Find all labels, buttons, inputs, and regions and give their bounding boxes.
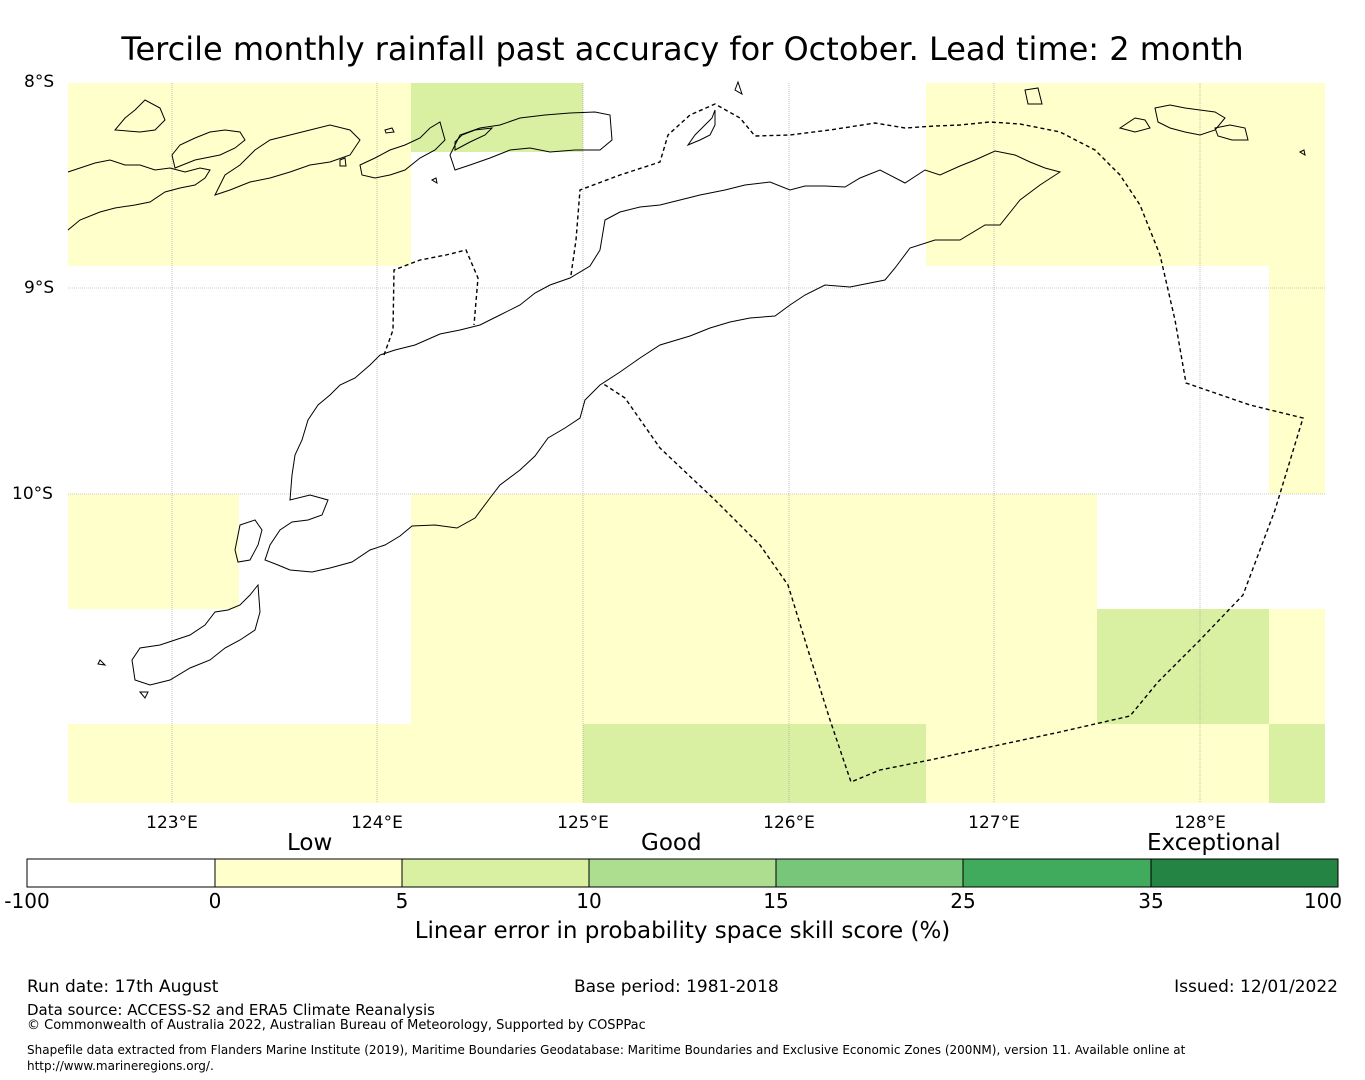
map-title: Tercile monthly rainfall past accuracy f…	[121, 30, 1244, 68]
grid-cell	[411, 494, 1097, 724]
colorbar-segment	[1151, 859, 1338, 887]
lat-label: 8°S	[24, 72, 55, 92]
colorbar-tick: 10	[576, 889, 602, 913]
colorbar-segment	[776, 859, 963, 887]
colorbar-tick: 0	[208, 889, 222, 913]
colorbar-tick: 25	[950, 889, 976, 913]
run-date: Run date: 17th August	[27, 977, 219, 997]
grid-cell	[68, 83, 411, 266]
colorbar-segment	[589, 859, 776, 887]
grid-cell	[926, 83, 1325, 266]
lon-label: 128°E	[1174, 813, 1226, 833]
colorbar-tick: 100	[1303, 889, 1343, 913]
base-period: Base period: 1981-2018	[574, 977, 779, 997]
colorbar-segment	[215, 859, 402, 887]
grid-cell	[68, 724, 583, 803]
grid-cell	[583, 724, 926, 803]
grid-cell	[1097, 609, 1269, 724]
grid-cell	[1269, 266, 1325, 494]
grid-cell	[1269, 609, 1325, 724]
lon-label: 124°E	[351, 813, 403, 833]
colorbar-category-good: Good	[641, 830, 702, 856]
colorbar-tick: 5	[395, 889, 409, 913]
lat-label: 10°S	[12, 484, 53, 504]
colorbar-label: Linear error in probability space skill …	[414, 918, 951, 944]
colorbar-segment	[27, 859, 215, 887]
graticule	[68, 83, 1325, 803]
colorbar	[26, 858, 1339, 888]
grid-cell	[411, 83, 583, 152]
colorbar-tick: -100	[4, 889, 50, 913]
colorbar-category-low: Low	[287, 830, 333, 856]
data-source: Data source: ACCESS-S2 and ERA5 Climate …	[27, 1001, 435, 1019]
colorbar-segment	[963, 859, 1151, 887]
grid-cell	[926, 724, 1269, 803]
shapefile-credit-line1: Shapefile data extracted from Flanders M…	[27, 1043, 1186, 1057]
lon-label: 127°E	[968, 813, 1020, 833]
lat-label: 9°S	[24, 278, 55, 298]
skill-grid	[68, 83, 1325, 803]
shapefile-credit: Shapefile data extracted from Flanders M…	[27, 1042, 1227, 1074]
lon-label: 123°E	[146, 813, 198, 833]
colorbar-category-exceptional: Exceptional	[1147, 830, 1281, 856]
coastlines	[67, 80, 1306, 699]
colorbar-tick: 15	[763, 889, 789, 913]
colorbar-tick: 35	[1138, 889, 1164, 913]
eez-boundaries	[383, 103, 1304, 783]
shapefile-credit-line2: http://www.marineregions.org/.	[27, 1059, 214, 1073]
grid-cell	[1269, 724, 1325, 803]
lon-label: 125°E	[557, 813, 609, 833]
grid-cell	[68, 494, 239, 609]
colorbar-segment	[402, 859, 589, 887]
copyright: © Commonwealth of Australia 2022, Austra…	[27, 1018, 646, 1033]
issued-date: Issued: 12/01/2022	[1174, 977, 1338, 997]
lon-label: 126°E	[763, 813, 815, 833]
